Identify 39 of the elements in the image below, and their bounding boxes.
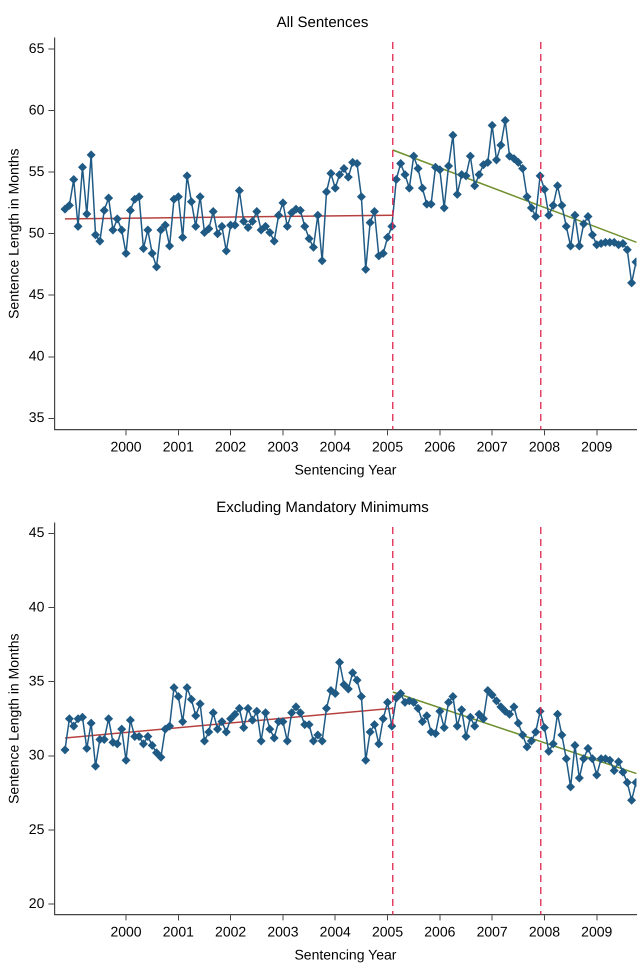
y-tick-label: 35 xyxy=(28,672,45,688)
x-tick-label: 2001 xyxy=(162,438,194,455)
y-tick-label: 45 xyxy=(28,286,45,302)
chart-title: Excluding Mandatory Minimums xyxy=(216,499,429,516)
y-tick-label: 35 xyxy=(28,409,45,426)
x-tick-label: 2007 xyxy=(476,924,508,940)
y-tick-label: 40 xyxy=(28,598,45,614)
x-tick-label: 2009 xyxy=(581,924,613,940)
y-tick-label: 40 xyxy=(28,348,45,364)
y-tick-label: 30 xyxy=(28,746,45,763)
y-axis-title: Sentence Length in Months xyxy=(5,633,22,804)
y-axis-title: Sentence Length in Months xyxy=(5,148,22,319)
x-tick-label: 2000 xyxy=(110,924,142,940)
x-tick-label: 2008 xyxy=(528,924,560,940)
x-tick-label: 2002 xyxy=(215,924,246,940)
y-tick-label: 55 xyxy=(28,163,45,180)
y-tick-label: 50 xyxy=(28,224,45,241)
y-tick-label: 60 xyxy=(28,101,45,118)
x-tick-label: 2009 xyxy=(581,438,613,455)
y-tick-label: 20 xyxy=(28,894,45,911)
y-tick-label: 25 xyxy=(28,820,45,837)
chart-title: All Sentences xyxy=(276,14,368,32)
x-tick-label: 2003 xyxy=(267,924,299,940)
x-tick-label: 2006 xyxy=(424,924,456,940)
y-tick-label: 65 xyxy=(28,40,45,56)
x-tick-label: 2000 xyxy=(110,438,142,455)
x-tick-label: 2005 xyxy=(372,438,404,455)
x-tick-label: 2006 xyxy=(424,438,456,455)
x-tick-label: 2002 xyxy=(215,438,246,455)
x-tick-label: 2004 xyxy=(320,438,352,455)
x-axis-title: Sentencing Year xyxy=(294,461,397,478)
x-tick-label: 2007 xyxy=(476,438,508,455)
x-tick-label: 2005 xyxy=(372,924,404,940)
x-tick-label: 2004 xyxy=(320,924,352,940)
x-tick-label: 2008 xyxy=(528,438,560,455)
x-tick-label: 2003 xyxy=(267,438,299,455)
y-tick-label: 45 xyxy=(28,524,45,540)
x-tick-label: 2001 xyxy=(162,924,194,940)
x-axis-title: Sentencing Year xyxy=(294,946,397,962)
